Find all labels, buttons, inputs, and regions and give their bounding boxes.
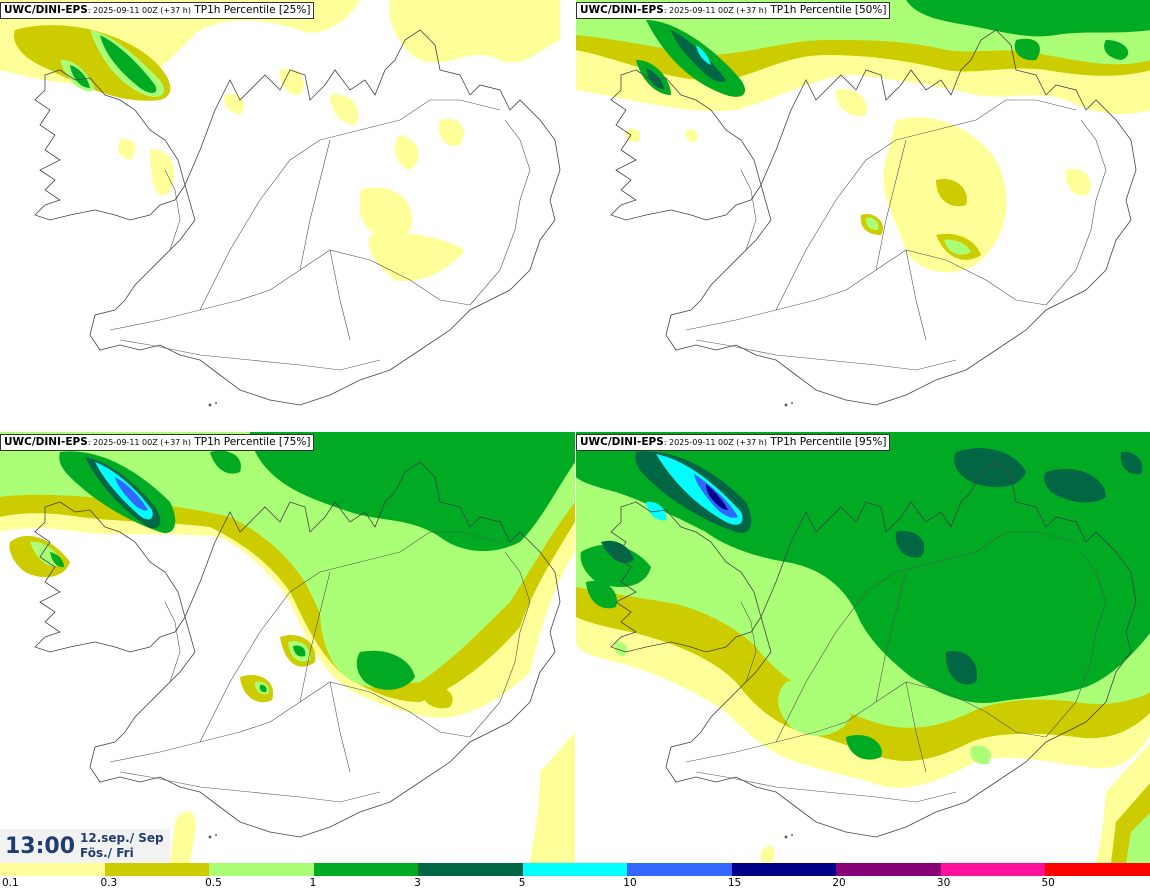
roads bbox=[109, 99, 531, 371]
coastline bbox=[610, 461, 1137, 838]
legend-swatch bbox=[418, 863, 523, 876]
legend-tick-label: 0.3 bbox=[100, 877, 118, 889]
legend-swatch bbox=[627, 863, 732, 876]
legend-tick-label: 50 bbox=[1041, 877, 1055, 889]
legend-swatch bbox=[522, 863, 628, 876]
valid-weekday: Fös./ Fri bbox=[80, 846, 134, 860]
legend-tick-label: 10 bbox=[623, 877, 637, 889]
islands bbox=[208, 834, 217, 839]
coastline bbox=[34, 29, 561, 406]
legend-tick-label: 5 bbox=[518, 877, 526, 889]
roads bbox=[685, 531, 1107, 803]
precip-map bbox=[576, 0, 1150, 407]
legend-tick-label: 1 bbox=[309, 877, 317, 889]
legend-swatch bbox=[940, 863, 1046, 876]
precip-map bbox=[0, 432, 575, 863]
map-panel-p50: UWC/DINI-EPS: 2025-09-11 00Z (+37 h) TP1… bbox=[576, 0, 1150, 431]
legend-swatch bbox=[1045, 863, 1150, 876]
legend-swatch bbox=[836, 863, 941, 876]
legend-tick-label: 0.1 bbox=[2, 877, 19, 889]
legend-swatch bbox=[209, 863, 314, 876]
precip-map bbox=[576, 432, 1150, 863]
legend-tick-label: 30 bbox=[936, 877, 951, 889]
panel-divider bbox=[0, 431, 1150, 432]
islands bbox=[784, 402, 793, 407]
roads bbox=[685, 99, 1107, 371]
coastline bbox=[610, 29, 1137, 406]
precip-map bbox=[0, 0, 561, 407]
valid-date: 12.sep./ Sep bbox=[80, 831, 164, 845]
roads bbox=[109, 531, 531, 803]
panel-title: UWC/DINI-EPS: 2025-09-11 00Z (+37 h) TP1… bbox=[576, 434, 891, 451]
map-panel-p95: UWC/DINI-EPS: 2025-09-11 00Z (+37 h) TP1… bbox=[576, 432, 1150, 863]
islands bbox=[208, 402, 217, 407]
legend-tick-label: 3 bbox=[414, 877, 421, 889]
panel-title: UWC/DINI-EPS: 2025-09-11 00Z (+37 h) TP1… bbox=[0, 434, 315, 451]
islands bbox=[784, 834, 793, 839]
legend-swatch bbox=[0, 863, 105, 876]
precip-contours bbox=[576, 0, 1150, 273]
coastline bbox=[34, 461, 561, 838]
legend-swatch bbox=[104, 863, 210, 876]
legend-swatch bbox=[313, 863, 419, 876]
map-panel-p75: UWC/DINI-EPS: 2025-09-11 00Z (+37 h) TP1… bbox=[0, 432, 575, 863]
legend-tick-label: 15 bbox=[727, 877, 742, 889]
valid-time-box: 13:00 12.sep./ Sep Fös./ Fri bbox=[0, 829, 170, 863]
panel-title: UWC/DINI-EPS: 2025-09-11 00Z (+37 h) TP1… bbox=[0, 2, 315, 19]
map-panel-p25: UWC/DINI-EPS: 2025-09-11 00Z (+37 h) TP1… bbox=[0, 0, 575, 431]
valid-time: 13:00 bbox=[5, 834, 76, 859]
panel-title: UWC/DINI-EPS: 2025-09-11 00Z (+37 h) TP1… bbox=[576, 2, 891, 19]
precip-contours bbox=[576, 432, 1150, 863]
legend-tick-label: 20 bbox=[832, 877, 846, 889]
precip-contours bbox=[0, 432, 575, 863]
legend-tick-label: 0.5 bbox=[205, 877, 222, 889]
legend-swatch bbox=[731, 863, 837, 876]
legend-colorbar bbox=[0, 863, 1150, 876]
precip-contours bbox=[0, 0, 560, 281]
legend-ticks: 0.1 0.3 0.5 1 3 5 10 15 20 30 50 bbox=[0, 876, 1150, 891]
